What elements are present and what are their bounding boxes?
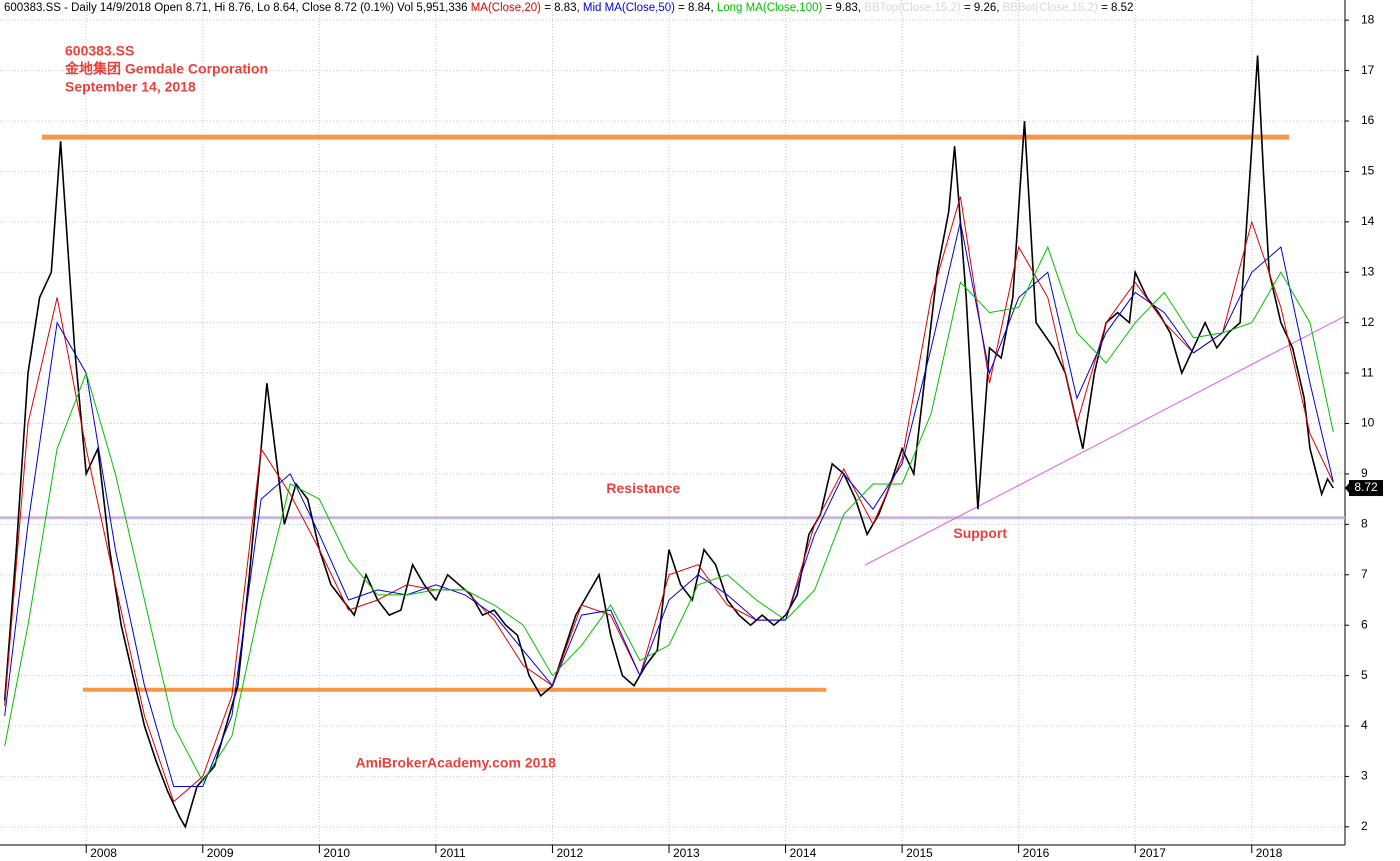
y-tick-label: 17 bbox=[1361, 63, 1375, 77]
x-tick-label: 2015 bbox=[906, 846, 933, 860]
header-segment: BBBot(Close,15,2) bbox=[1003, 2, 1098, 14]
header-segment: BBTop(Close,15,2) bbox=[864, 2, 961, 14]
x-tick-label: 2012 bbox=[556, 846, 583, 860]
y-tick-label: 4 bbox=[1361, 718, 1368, 732]
series-line bbox=[4, 245, 1334, 783]
y-tick-label: 14 bbox=[1361, 214, 1375, 228]
header-segment: = 8.83, bbox=[541, 2, 583, 14]
y-tick-label: 2 bbox=[1361, 819, 1368, 833]
x-tick-label: 2008 bbox=[90, 846, 117, 860]
x-tick-label: 2010 bbox=[323, 846, 350, 860]
x-tick-label: 2011 bbox=[440, 846, 466, 860]
x-tick-label: 2009 bbox=[207, 846, 234, 860]
price-tag-label: 8.72 bbox=[1354, 480, 1378, 494]
price-tag-arrow bbox=[1345, 482, 1350, 495]
y-tick-label: 6 bbox=[1361, 617, 1368, 631]
chart-title: 金地集团 Gemdale Corporation bbox=[64, 61, 268, 77]
y-tick-label: 9 bbox=[1361, 466, 1368, 480]
y-tick-label: 12 bbox=[1361, 315, 1375, 329]
header-segment: MA(Close,20) bbox=[471, 2, 541, 14]
y-tick-label: 13 bbox=[1361, 264, 1375, 278]
series-line bbox=[4, 196, 1334, 803]
y-tick-label: 10 bbox=[1361, 416, 1375, 430]
y-tick-label: 11 bbox=[1361, 365, 1374, 379]
header-segment: Long MA(Close,100) bbox=[717, 2, 823, 14]
chart-title: September 14, 2018 bbox=[65, 79, 196, 95]
annotation: Resistance bbox=[606, 480, 680, 496]
series-line bbox=[4, 221, 1334, 787]
x-tick-label: 2017 bbox=[1139, 846, 1166, 860]
header-segment: = 8.84, bbox=[675, 2, 717, 14]
price-tag bbox=[1349, 480, 1383, 497]
y-tick-label: 8 bbox=[1361, 517, 1368, 531]
y-tick-label: 18 bbox=[1361, 12, 1375, 26]
x-tick-label: 2016 bbox=[1023, 846, 1050, 860]
level-line bbox=[864, 315, 1346, 566]
x-tick-label: 2014 bbox=[790, 846, 817, 860]
x-tick-label: 2018 bbox=[1256, 846, 1283, 860]
chart-title: 600383.SS bbox=[65, 43, 134, 59]
header-segment: = 8.52 bbox=[1098, 2, 1134, 14]
header: 600383.SS - Daily 14/9/2018 Open 8.71, H… bbox=[4, 2, 1133, 14]
header-segment: = 9.83, bbox=[822, 2, 864, 14]
y-tick-label: 7 bbox=[1361, 567, 1368, 581]
annotation: AmiBrokerAcademy.com 2018 bbox=[355, 755, 556, 771]
y-tick-label: 16 bbox=[1361, 113, 1375, 127]
header-segment: Mid MA(Close,50) bbox=[583, 2, 675, 14]
y-tick-label: 15 bbox=[1361, 164, 1375, 178]
y-tick-label: 5 bbox=[1361, 668, 1368, 682]
annotation: Support bbox=[953, 525, 1007, 541]
x-tick-label: 2013 bbox=[673, 846, 700, 860]
y-tick-label: 3 bbox=[1361, 769, 1368, 783]
header-segment: = 9.26, bbox=[961, 2, 1003, 14]
header-segment: 600383.SS - Daily 14/9/2018 Open 8.71, H… bbox=[4, 2, 471, 14]
